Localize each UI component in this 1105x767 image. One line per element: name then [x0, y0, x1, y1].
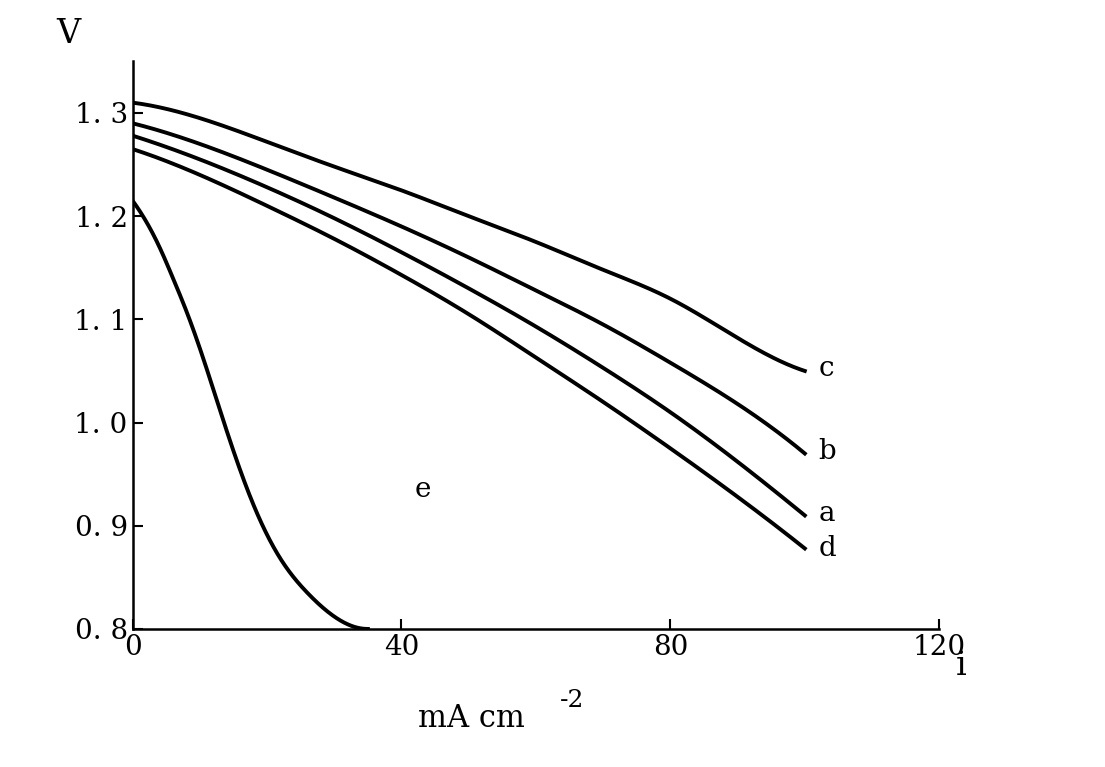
- Y-axis label: V: V: [56, 18, 81, 50]
- Text: a: a: [818, 500, 834, 527]
- Text: mA cm: mA cm: [418, 703, 525, 734]
- Text: e: e: [415, 476, 431, 503]
- Text: i: i: [956, 650, 966, 682]
- Text: d: d: [818, 535, 836, 562]
- Text: -2: -2: [560, 689, 585, 712]
- Text: b: b: [818, 438, 835, 465]
- Text: c: c: [818, 355, 834, 383]
